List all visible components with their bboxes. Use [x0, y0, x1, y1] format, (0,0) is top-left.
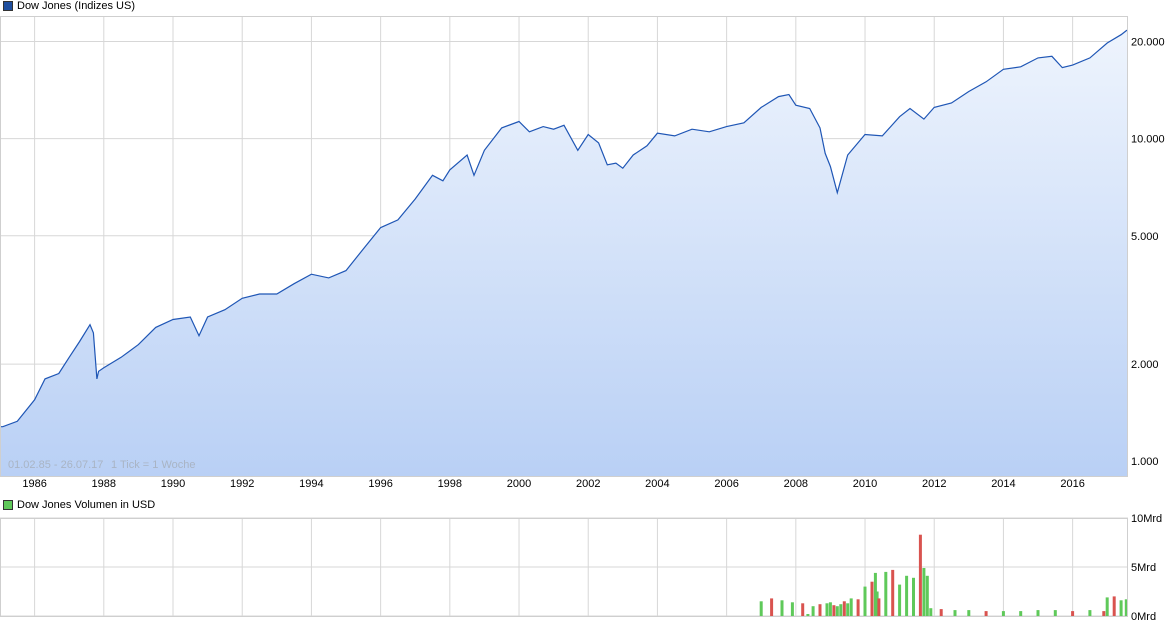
- volume-bar: [929, 608, 933, 616]
- volume-bar: [806, 614, 810, 616]
- volume-bar: [1124, 599, 1128, 616]
- x-tick-label: 2014: [991, 478, 1015, 490]
- volume-bar: [835, 606, 839, 616]
- volume-bar: [849, 598, 853, 616]
- x-axis: 1986 1988 1990 1992 1994 1996 1998 2000 2002 2004…: [22, 478, 1085, 490]
- volume-bar: [759, 601, 763, 616]
- price-y-tick-label: 20.000: [1131, 37, 1165, 49]
- price-legend: Dow Jones (Indizes US): [3, 0, 135, 12]
- volume-bar: [1102, 611, 1106, 616]
- volume-bar: [984, 611, 988, 616]
- volume-bar: [918, 534, 922, 616]
- x-tick-label: 2002: [576, 478, 600, 490]
- volume-bar: [842, 601, 846, 616]
- x-tick-label: 2010: [853, 478, 877, 490]
- volume-bar: [877, 598, 881, 616]
- volume-legend-label: Dow Jones Volumen in USD: [17, 499, 156, 511]
- volume-bar: [873, 572, 877, 616]
- volume-bar: [939, 609, 943, 616]
- footnote-range: 01.02.85 - 26.07.17: [8, 459, 103, 471]
- volume-y-tick-label: 10Mrd: [1131, 513, 1162, 525]
- volume-bar: [790, 602, 794, 616]
- volume-grid: [0, 517, 1128, 617]
- x-tick-label: 2008: [784, 478, 808, 490]
- volume-bar: [863, 586, 867, 616]
- volume-bar: [1071, 611, 1075, 616]
- volume-bar: [884, 571, 888, 616]
- volume-bar: [818, 604, 822, 616]
- price-line: [0, 29, 1128, 428]
- price-area-fill: [0, 30, 1127, 476]
- x-tick-label: 1994: [299, 478, 323, 490]
- x-tick-label: 2000: [507, 478, 531, 490]
- volume-panel-border: [0, 518, 1128, 617]
- volume-bar: [828, 602, 832, 616]
- volume-bar: [1112, 596, 1116, 616]
- price-y-tick-label: 1.000: [1131, 456, 1159, 468]
- volume-bar: [912, 577, 915, 616]
- volume-legend-swatch: [3, 500, 13, 510]
- x-tick-label: 2006: [714, 478, 738, 490]
- price-y-tick-label: 2.000: [1131, 359, 1159, 371]
- volume-bar: [1105, 597, 1109, 616]
- volume-bar: [1088, 610, 1092, 616]
- volume-bar: [832, 605, 836, 616]
- volume-bar: [967, 610, 971, 616]
- volume-bar: [1001, 611, 1005, 616]
- x-tick-label: 2016: [1060, 478, 1084, 490]
- x-tick-label: 1996: [368, 478, 392, 490]
- volume-bar: [875, 591, 879, 616]
- x-tick-label: 2004: [645, 478, 669, 490]
- volume-bar: [770, 598, 774, 616]
- volume-y-axis: 0Mrd 5Mrd 10Mrd: [1131, 513, 1162, 623]
- x-tick-label: 1990: [161, 478, 185, 490]
- volume-y-tick-label: 0Mrd: [1131, 611, 1156, 623]
- volume-bars: [759, 534, 1128, 616]
- volume-frame: [0, 518, 1128, 617]
- volume-legend: Dow Jones Volumen in USD: [3, 499, 155, 511]
- footnote-tick: 1 Tick = 1 Woche: [111, 459, 195, 471]
- price-frame: [0, 16, 1128, 477]
- volume-bar: [922, 568, 926, 616]
- volume-bar: [891, 569, 895, 616]
- volume-bar: [846, 603, 850, 616]
- volume-bar: [780, 600, 784, 616]
- x-tick-label: 1992: [230, 478, 254, 490]
- price-y-axis: 1.000 2.000 5.000 10.000 20.000: [1131, 37, 1165, 469]
- volume-bar: [925, 575, 929, 616]
- volume-bar: [1019, 611, 1023, 616]
- price-panel-border: [0, 16, 1128, 477]
- volume-bar: [839, 604, 843, 616]
- price-area: [0, 29, 1128, 476]
- x-tick-label: 1988: [92, 478, 116, 490]
- price-y-tick-label: 10.000: [1131, 134, 1165, 146]
- volume-bar: [870, 581, 874, 616]
- volume-bar: [856, 599, 860, 616]
- price-legend-label: Dow Jones (Indizes US): [17, 0, 135, 12]
- price-legend-swatch: [3, 1, 13, 11]
- volume-bar: [1119, 600, 1123, 616]
- volume-bar: [811, 606, 815, 616]
- price-y-tick-label: 5.000: [1131, 231, 1159, 243]
- volume-bar: [1053, 610, 1057, 616]
- volume-bar: [898, 584, 902, 616]
- x-tick-label: 2012: [922, 478, 946, 490]
- volume-bar: [825, 603, 829, 616]
- volume-bar: [953, 610, 957, 616]
- volume-bar: [801, 603, 805, 616]
- volume-y-tick-label: 5Mrd: [1131, 562, 1156, 574]
- x-tick-label: 1998: [438, 478, 462, 490]
- volume-bar: [905, 575, 909, 616]
- volume-bar: [1036, 610, 1040, 616]
- x-tick-label: 1986: [22, 478, 46, 490]
